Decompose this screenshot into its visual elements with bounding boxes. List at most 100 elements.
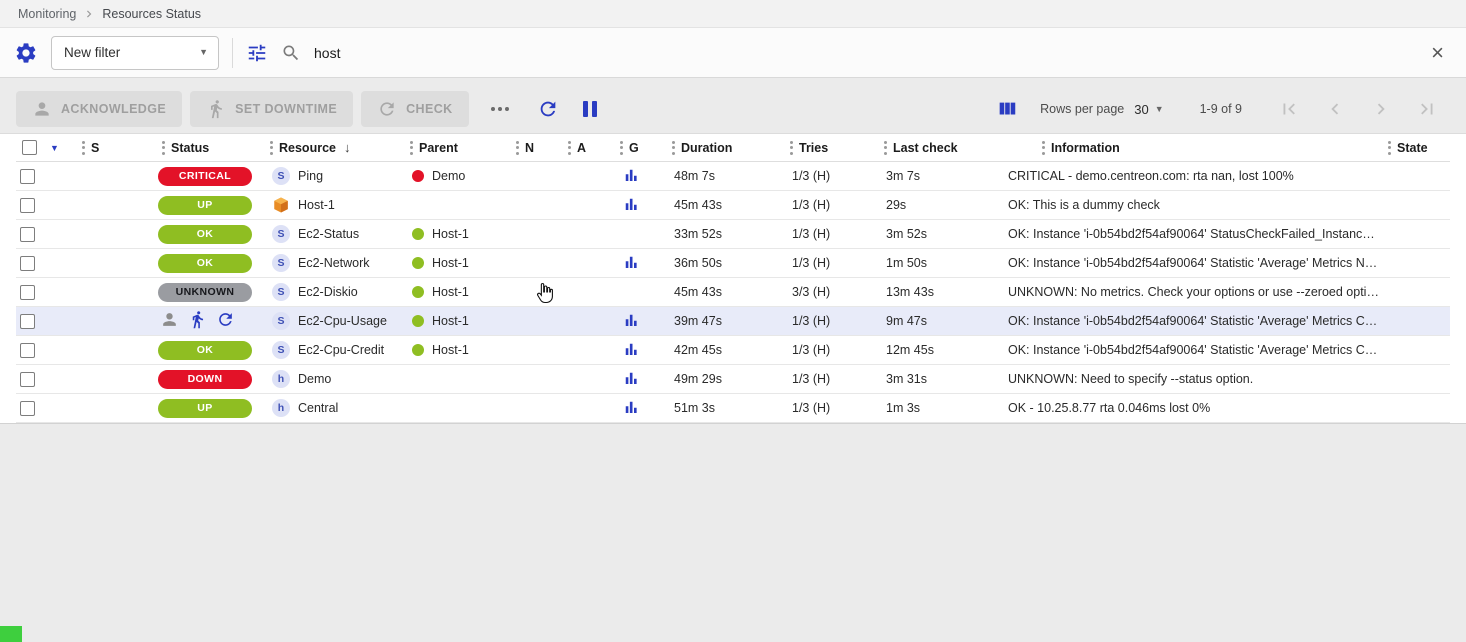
resource-cell[interactable]: S Ec2-Cpu-Credit bbox=[268, 341, 408, 359]
graph-icon[interactable] bbox=[622, 398, 640, 416]
drag-handle-icon[interactable] bbox=[790, 140, 793, 155]
graph-icon[interactable] bbox=[622, 195, 640, 213]
parent-name[interactable]: Host-1 bbox=[432, 285, 469, 299]
drag-handle-icon[interactable] bbox=[884, 140, 887, 155]
table-row[interactable]: OK S Ec2-Network Host-1 36m 50s 1/3 (H) … bbox=[16, 249, 1450, 278]
table-row[interactable]: UNKNOWN S Ec2-Diskio Host-1 45m 43s 3/3 … bbox=[16, 278, 1450, 307]
column-header-information[interactable]: Information bbox=[1004, 140, 1386, 155]
resource-cell[interactable]: S Ec2-Status bbox=[268, 225, 408, 243]
set-downtime-icon[interactable] bbox=[188, 310, 207, 329]
row-checkbox[interactable] bbox=[20, 371, 35, 387]
row-checkbox[interactable] bbox=[20, 197, 35, 213]
table-row[interactable]: S Ec2-Cpu-Usage Host-1 39m 47s 1/3 (H) 9… bbox=[16, 307, 1450, 336]
parent-name[interactable]: Host-1 bbox=[432, 343, 469, 357]
row-checkbox[interactable] bbox=[20, 168, 35, 184]
resource-cell[interactable]: S Ec2-Cpu-Usage bbox=[268, 312, 408, 330]
table-row[interactable]: UP Host-1 45m 43s 1/3 (H) 29s OK: This i… bbox=[16, 191, 1450, 220]
drag-handle-icon[interactable] bbox=[1042, 140, 1045, 155]
graph-icon[interactable] bbox=[622, 166, 640, 184]
filter-preset-select[interactable]: New filter ▼ bbox=[51, 35, 219, 70]
parent-cell[interactable]: Host-1 bbox=[408, 285, 514, 299]
parent-cell[interactable]: Host-1 bbox=[408, 343, 514, 357]
select-all-checkbox[interactable] bbox=[22, 140, 37, 155]
row-checkbox[interactable] bbox=[20, 226, 35, 242]
resource-cell[interactable]: h Central bbox=[268, 399, 408, 417]
table-row[interactable]: DOWN h Demo 49m 29s 1/3 (H) 3m 31s UNKNO… bbox=[16, 365, 1450, 394]
row-checkbox[interactable] bbox=[20, 342, 35, 358]
column-header-acknowledged[interactable]: A bbox=[566, 140, 618, 155]
table-row[interactable]: CRITICAL S Ping Demo 48m 7s 1/3 (H) 3m 7… bbox=[16, 162, 1450, 191]
column-header-parent[interactable]: Parent bbox=[408, 140, 514, 155]
resource-cell[interactable]: h Demo bbox=[268, 370, 408, 388]
sort-desc-icon[interactable]: ↓ bbox=[343, 140, 351, 155]
next-page-button[interactable] bbox=[1369, 97, 1393, 121]
acknowledge-icon[interactable] bbox=[160, 310, 179, 329]
resource-name[interactable]: Host-1 bbox=[298, 198, 335, 212]
column-header-notification[interactable]: N bbox=[514, 140, 566, 155]
acknowledge-button[interactable]: ACKNOWLEDGE bbox=[16, 91, 183, 127]
column-header-tries[interactable]: Tries bbox=[788, 140, 882, 155]
advanced-filters-tune-icon[interactable] bbox=[246, 42, 268, 64]
resource-cell[interactable]: Host-1 bbox=[268, 196, 408, 214]
column-header-severity[interactable]: S bbox=[80, 140, 152, 155]
graph-icon[interactable] bbox=[622, 253, 640, 271]
table-row[interactable]: OK S Ec2-Status Host-1 33m 52s 1/3 (H) 3… bbox=[16, 220, 1450, 249]
breadcrumb-monitoring[interactable]: Monitoring bbox=[18, 6, 77, 21]
parent-name[interactable]: Host-1 bbox=[432, 256, 469, 270]
resource-cell[interactable]: S Ec2-Network bbox=[268, 254, 408, 272]
filter-settings-gear-icon[interactable] bbox=[14, 41, 38, 65]
resource-name[interactable]: Central bbox=[298, 401, 339, 415]
resource-name[interactable]: Ec2-Diskio bbox=[298, 285, 358, 299]
row-checkbox[interactable] bbox=[20, 255, 35, 271]
resource-name[interactable]: Demo bbox=[298, 372, 332, 386]
last-page-button[interactable] bbox=[1415, 97, 1439, 121]
column-header-state[interactable]: State bbox=[1386, 140, 1450, 155]
check-icon[interactable] bbox=[216, 310, 235, 329]
resource-cell[interactable]: S Ping bbox=[268, 167, 408, 185]
drag-handle-icon[interactable] bbox=[568, 140, 571, 155]
resource-cell[interactable]: S Ec2-Diskio bbox=[268, 283, 408, 301]
resource-name[interactable]: Ec2-Network bbox=[298, 256, 370, 270]
drag-handle-icon[interactable] bbox=[672, 140, 675, 155]
parent-name[interactable]: Demo bbox=[432, 169, 466, 183]
graph-icon[interactable] bbox=[622, 369, 640, 387]
search-input[interactable] bbox=[314, 44, 1411, 61]
drag-handle-icon[interactable] bbox=[516, 140, 519, 155]
resource-name[interactable]: Ec2-Cpu-Credit bbox=[298, 343, 385, 357]
set-downtime-button[interactable]: SET DOWNTIME bbox=[190, 91, 354, 127]
row-checkbox[interactable] bbox=[20, 400, 35, 416]
row-checkbox[interactable] bbox=[20, 284, 35, 300]
graph-icon[interactable] bbox=[622, 311, 640, 329]
table-row[interactable]: OK S Ec2-Cpu-Credit Host-1 42m 45s 1/3 (… bbox=[16, 336, 1450, 365]
column-header-graph[interactable]: G bbox=[618, 140, 670, 155]
breadcrumb-resources-status[interactable]: Resources Status bbox=[102, 6, 202, 21]
drag-handle-icon[interactable] bbox=[410, 140, 413, 155]
parent-name[interactable]: Host-1 bbox=[432, 227, 469, 241]
resource-name[interactable]: Ping bbox=[298, 169, 324, 183]
parent-cell[interactable]: Demo bbox=[408, 169, 514, 183]
rows-per-page-select[interactable]: 30 ▼ bbox=[1134, 102, 1163, 117]
previous-page-button[interactable] bbox=[1323, 97, 1347, 121]
parent-cell[interactable]: Host-1 bbox=[408, 256, 514, 270]
select-menu-caret-icon[interactable]: ▼ bbox=[50, 142, 59, 153]
column-header-last-check[interactable]: Last check bbox=[882, 140, 1004, 155]
column-header-status[interactable]: Status bbox=[152, 140, 268, 155]
pause-autorefresh-button[interactable] bbox=[573, 92, 607, 126]
drag-handle-icon[interactable] bbox=[162, 140, 165, 155]
graph-icon[interactable] bbox=[622, 340, 640, 358]
parent-name[interactable]: Host-1 bbox=[432, 314, 469, 328]
drag-handle-icon[interactable] bbox=[270, 140, 273, 155]
resource-name[interactable]: Ec2-Cpu-Usage bbox=[298, 314, 387, 328]
drag-handle-icon[interactable] bbox=[620, 140, 623, 155]
column-header-duration[interactable]: Duration bbox=[670, 140, 788, 155]
more-actions-button[interactable] bbox=[481, 94, 519, 124]
drag-handle-icon[interactable] bbox=[82, 140, 85, 155]
edit-columns-button[interactable] bbox=[990, 92, 1024, 126]
row-checkbox[interactable] bbox=[20, 313, 35, 329]
resource-name[interactable]: Ec2-Status bbox=[298, 227, 360, 241]
first-page-button[interactable] bbox=[1277, 97, 1301, 121]
refresh-button[interactable] bbox=[531, 92, 565, 126]
column-header-resource[interactable]: Resource ↓ bbox=[268, 140, 408, 155]
check-button[interactable]: CHECK bbox=[361, 91, 469, 127]
table-row[interactable]: UP h Central 51m 3s 1/3 (H) 1m 3s OK - 1… bbox=[16, 394, 1450, 423]
